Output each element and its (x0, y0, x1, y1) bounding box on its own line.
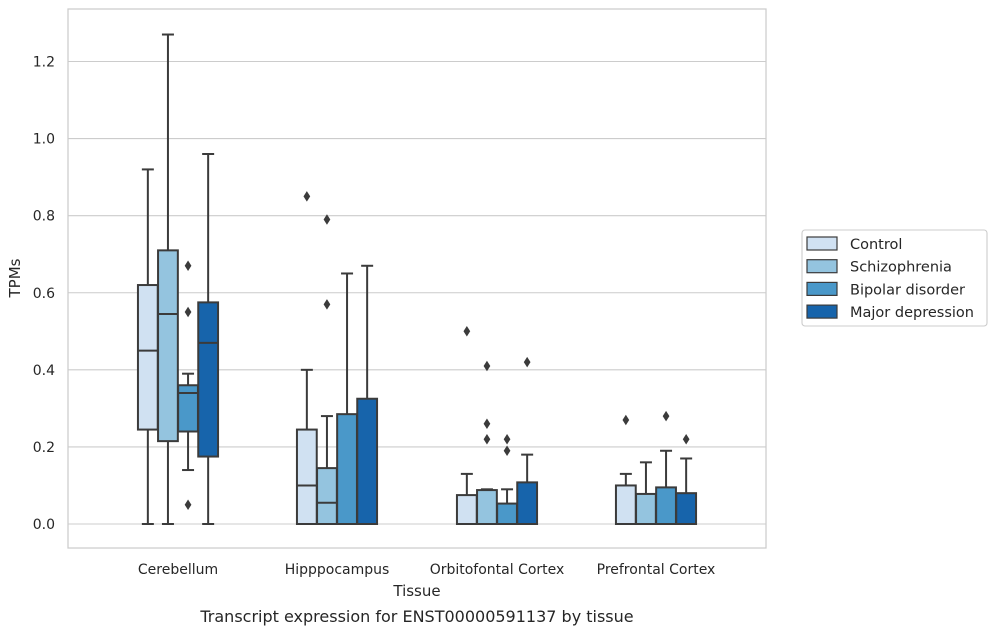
box-body (476, 489, 498, 526)
outlier-point (503, 433, 511, 445)
box-body (295, 428, 318, 525)
outlier-points (184, 191, 690, 510)
box-body (635, 492, 657, 525)
box-schizophrenia (635, 461, 657, 525)
legend-swatch (806, 259, 838, 274)
figure-caption: Transcript expression for ENST0000059113… (199, 607, 633, 626)
x-tick-label: Prefrontal Cortex (597, 562, 716, 578)
gridlines (68, 60, 766, 525)
outlier-point (662, 410, 670, 422)
outlier-point (184, 306, 192, 318)
box-control (295, 368, 318, 525)
box-major-depression (197, 153, 220, 525)
box-major-depression (356, 264, 379, 526)
y-tick-label: 0.8 (33, 209, 55, 225)
legend-swatch (806, 236, 838, 251)
box-major-depression (516, 453, 539, 525)
box-body (614, 484, 637, 526)
box-bipolar-disorder (336, 272, 358, 525)
boxes (136, 33, 698, 526)
legend-swatch (806, 281, 838, 296)
y-tick-label: 0.0 (33, 517, 55, 533)
y-tick-label: 1.2 (33, 55, 55, 71)
outlier-point (483, 360, 491, 372)
box-schizophrenia (157, 33, 179, 525)
plot-frame (67, 8, 767, 549)
box-body (316, 467, 338, 526)
box-body (675, 492, 698, 525)
box-schizophrenia (476, 488, 498, 526)
outlier-point (682, 433, 690, 445)
box-body (356, 397, 379, 526)
legend-label: Schizophrenia (850, 260, 952, 276)
x-tick-label: Orbitofontal Cortex (430, 562, 565, 578)
legend-label: Major depression (850, 305, 974, 321)
outlier-point (483, 433, 491, 445)
legend-label: Control (850, 237, 902, 253)
box-body (516, 481, 539, 525)
box-body (455, 494, 478, 525)
box-bipolar-disorder (496, 488, 518, 525)
outlier-point (323, 299, 331, 310)
box-body (197, 301, 220, 458)
box-control (136, 168, 159, 525)
x-tick-label: Hipppocampus (285, 562, 390, 578)
outlier-point (323, 214, 331, 225)
legend-frame (801, 229, 988, 327)
box-body (655, 486, 677, 525)
outlier-point (184, 499, 192, 510)
box-control (614, 472, 637, 526)
x-axis-label: Tissue (392, 582, 440, 600)
y-tick-label: 0.4 (33, 363, 55, 379)
box-body (496, 502, 518, 525)
outlier-point (523, 356, 531, 368)
y-axis-label: TPMs (6, 258, 24, 298)
y-tick-label: 0.2 (33, 440, 55, 456)
outlier-point (503, 445, 511, 457)
x-tick-label: Cerebellum (138, 562, 218, 578)
box-body (136, 284, 159, 431)
box-body (336, 413, 358, 525)
box-bipolar-disorder (655, 449, 677, 525)
outlier-point (622, 414, 630, 426)
y-tick-label: 1.0 (33, 132, 55, 148)
y-tick-label: 0.6 (33, 286, 55, 302)
legend-label: Bipolar disorder (850, 282, 965, 298)
outlier-point (184, 260, 192, 272)
outlier-point (483, 418, 491, 430)
box-body (157, 249, 179, 443)
outlier-point (463, 326, 471, 337)
box-major-depression (675, 457, 698, 525)
legend: Control Schizophrenia Bipolar disorder Majo… (801, 229, 988, 327)
outlier-point (303, 191, 311, 202)
x-axis-ticks: Cerebellum Hipppocampus Orbitofontal Corte… (138, 562, 715, 578)
y-axis-ticks: 0.0 0.2 0.4 0.6 0.8 1.0 1.2 (33, 55, 55, 534)
box-schizophrenia (316, 415, 338, 526)
box-bipolar-disorder (177, 372, 199, 472)
legend-swatch (806, 304, 838, 319)
box-control (455, 472, 478, 525)
